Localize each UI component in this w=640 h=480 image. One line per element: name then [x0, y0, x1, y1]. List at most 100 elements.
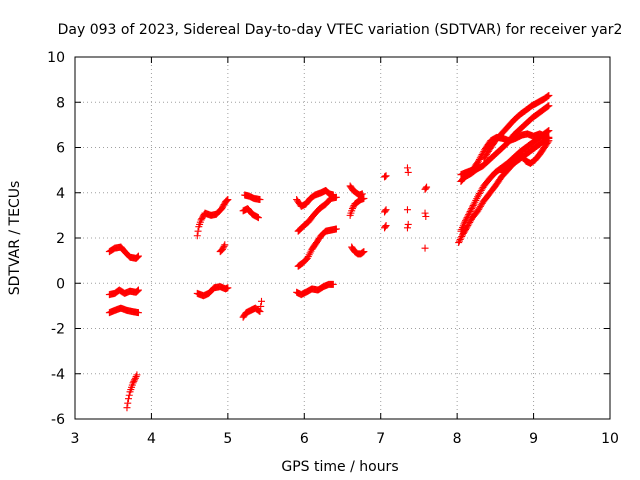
data-point — [475, 190, 483, 198]
data-point — [381, 172, 389, 180]
data-point — [476, 204, 484, 212]
data-point — [475, 157, 483, 165]
data-point — [348, 205, 356, 213]
data-point — [125, 395, 132, 403]
data-point — [360, 248, 368, 256]
data-point — [132, 373, 140, 381]
data-point — [381, 223, 389, 231]
x-tick-label: 6 — [300, 431, 309, 447]
data-point — [256, 196, 264, 204]
y-tick-label: -6 — [51, 412, 65, 428]
chart-title: Day 093 of 2023, Sidereal Day-to-day VTE… — [58, 22, 623, 38]
data-point — [404, 220, 412, 228]
data-point — [255, 307, 263, 315]
data-point — [332, 193, 340, 201]
data-point — [463, 223, 471, 231]
data-point — [381, 207, 389, 215]
y-tick-label: 2 — [56, 231, 65, 247]
y-tick-label: 6 — [56, 141, 65, 157]
data-point — [358, 249, 366, 257]
data-point — [465, 211, 473, 219]
data-point — [134, 253, 142, 261]
data-point — [455, 239, 463, 247]
data-point — [129, 379, 137, 387]
data-point — [474, 158, 482, 166]
data-point — [131, 374, 139, 382]
data-point — [457, 234, 465, 242]
data-point — [221, 241, 229, 249]
data-point — [422, 184, 430, 192]
data-point — [469, 202, 477, 210]
data-point — [483, 149, 491, 157]
data-point — [545, 137, 553, 145]
data-point — [382, 222, 390, 230]
data-point — [224, 284, 232, 292]
data-point — [224, 196, 232, 204]
data-point — [131, 376, 139, 384]
y-axis-label: SDTVAR / TECUs — [7, 181, 23, 296]
data-point — [421, 209, 429, 217]
data-point — [133, 371, 141, 379]
data-point — [133, 288, 141, 296]
data-point — [133, 254, 141, 262]
x-tick-label: 9 — [529, 431, 538, 447]
y-tick-label: 10 — [47, 50, 65, 66]
data-point — [125, 391, 133, 399]
x-tick-label: 4 — [147, 431, 156, 447]
data-point — [455, 237, 463, 245]
data-point — [123, 404, 131, 412]
data-point — [481, 153, 489, 161]
data-point — [124, 399, 132, 407]
data-point — [254, 214, 262, 222]
data-point — [474, 207, 482, 215]
y-tick-label: 0 — [56, 276, 65, 292]
data-point — [422, 213, 430, 221]
data-point — [404, 168, 412, 176]
y-tick-label: 8 — [56, 95, 65, 111]
data-point — [456, 236, 464, 244]
data-point — [382, 206, 390, 214]
data-point — [134, 286, 142, 294]
data-point — [382, 172, 390, 180]
data-point — [193, 232, 201, 240]
data-point — [423, 183, 431, 191]
data-point — [219, 245, 227, 253]
data-point — [466, 208, 474, 216]
data-point — [349, 203, 357, 211]
data-point — [359, 248, 367, 256]
data-point — [545, 91, 553, 99]
data-point — [468, 203, 476, 211]
x-tick-label: 8 — [453, 431, 462, 447]
data-point — [134, 287, 142, 295]
data-point — [475, 155, 483, 163]
data-point — [403, 164, 411, 172]
x-tick-label: 7 — [376, 431, 385, 447]
data-point — [467, 206, 475, 214]
data-point — [332, 225, 340, 233]
y-tick-label: -2 — [51, 322, 65, 338]
data-point — [219, 244, 227, 252]
data-point — [458, 232, 466, 240]
data-point — [476, 202, 484, 210]
y-tick-label: -4 — [51, 367, 65, 383]
data-point — [544, 138, 552, 146]
data-point — [220, 242, 228, 250]
data-point — [480, 155, 488, 163]
data-point — [403, 224, 411, 232]
axis-ticks: 3 4 5 6 7 8 9 10 -6 -4 -2 0 2 4 6 8 10 — [47, 50, 619, 447]
x-tick-label: 3 — [71, 431, 80, 447]
data-point — [223, 196, 231, 204]
data-point — [257, 297, 265, 305]
y-tick-label: 4 — [56, 186, 65, 202]
data-point — [381, 173, 389, 181]
grid-lines — [75, 57, 610, 419]
data-point — [545, 127, 553, 135]
data-point — [544, 127, 552, 135]
data-points — [105, 91, 553, 412]
data-point — [194, 227, 202, 235]
data-point — [222, 197, 230, 205]
data-point — [477, 186, 485, 194]
data-point — [478, 185, 486, 193]
x-axis-label: GPS time / hours — [281, 459, 398, 475]
